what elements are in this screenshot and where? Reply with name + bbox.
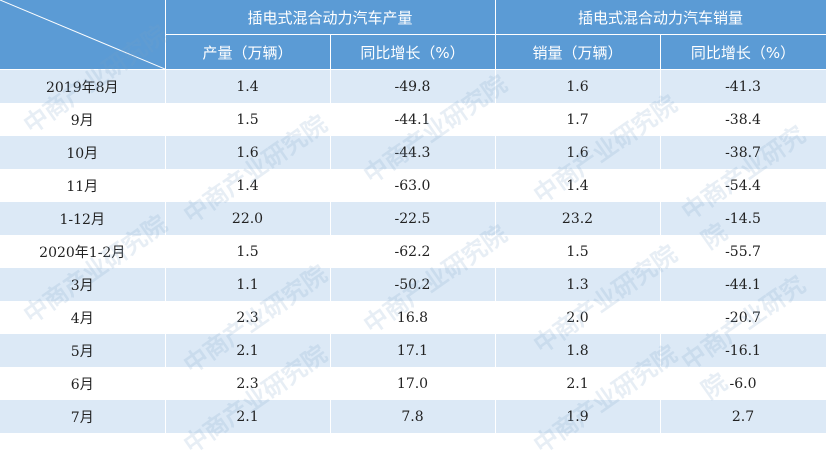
cell: -62.2 — [330, 235, 496, 268]
cell: 16.8 — [330, 301, 496, 334]
cell: 17.1 — [330, 334, 496, 367]
row-label: 7月 — [0, 400, 166, 433]
cell: 1.9 — [495, 400, 661, 433]
cell: 2.7 — [660, 400, 826, 433]
cell: 17.0 — [330, 367, 496, 400]
cell: -41.3 — [660, 69, 826, 103]
cell: 1.5 — [165, 235, 331, 268]
cell: 1.5 — [165, 103, 331, 136]
cell: 1.6 — [165, 136, 331, 169]
cell: -49.8 — [330, 69, 496, 103]
cell: -16.1 — [660, 334, 826, 367]
cell: 1.8 — [495, 334, 661, 367]
cell: 1.4 — [495, 169, 661, 202]
cell: -38.4 — [660, 103, 826, 136]
cell: -6.0 — [660, 367, 826, 400]
corner-cell — [0, 0, 166, 70]
table-row: 11月 1.4 -63.0 1.4 -54.4 — [0, 169, 826, 202]
cell: -50.2 — [330, 268, 496, 301]
diagonal — [0, 0, 164, 69]
column-header: 同比增长（%） — [330, 34, 496, 70]
table-row: 7月 2.1 7.8 1.9 2.7 — [0, 400, 826, 433]
group-header: 插电式混合动力汽车销量 — [495, 0, 826, 35]
table-row: 10月 1.6 -44.3 1.6 -38.7 — [0, 136, 826, 169]
cell: 2.1 — [165, 400, 331, 433]
table-row: 2020年1-2月 1.5 -62.2 1.5 -55.7 — [0, 235, 826, 268]
cell: 1.6 — [495, 69, 661, 103]
cell: 2.3 — [165, 367, 331, 400]
cell: -22.5 — [330, 202, 496, 235]
cell: 1.5 — [495, 235, 661, 268]
cell: -44.1 — [330, 103, 496, 136]
cell: -44.1 — [660, 268, 826, 301]
cell: 1.7 — [495, 103, 661, 136]
cell: 1.3 — [495, 268, 661, 301]
cell: -54.4 — [660, 169, 826, 202]
column-header: 产量（万辆） — [165, 34, 331, 70]
cell: 1.1 — [165, 268, 331, 301]
cell: 22.0 — [165, 202, 331, 235]
column-header: 同比增长（%） — [660, 34, 826, 70]
cell: 2.1 — [495, 367, 661, 400]
cell: -20.7 — [660, 301, 826, 334]
row-label: 2019年8月 — [0, 69, 166, 103]
row-label: 4月 — [0, 301, 166, 334]
table-row: 9月 1.5 -44.1 1.7 -38.4 — [0, 103, 826, 136]
cell: -63.0 — [330, 169, 496, 202]
cell: 1.4 — [165, 69, 331, 103]
table-row: 6月 2.3 17.0 2.1 -6.0 — [0, 367, 826, 400]
cell: 7.8 — [330, 400, 496, 433]
group-header-row: 插电式混合动力汽车产量 插电式混合动力汽车销量 — [0, 0, 826, 70]
table-row: 1-12月 22.0 -22.5 23.2 -14.5 — [0, 202, 826, 235]
row-label: 1-12月 — [0, 202, 166, 235]
group-header: 插电式混合动力汽车产量 — [165, 0, 496, 35]
cell: -55.7 — [660, 235, 826, 268]
row-label: 9月 — [0, 103, 166, 136]
table-row: 4月 2.3 16.8 2.0 -20.7 — [0, 301, 826, 334]
table-row: 5月 2.1 17.1 1.8 -16.1 — [0, 334, 826, 367]
cell: 2.3 — [165, 301, 331, 334]
column-header-row: 产量（万辆） 同比增长（%） 销量（万辆） 同比增长（%） — [0, 34, 826, 70]
cell: 2.0 — [495, 301, 661, 334]
column-header: 销量（万辆） — [495, 34, 661, 70]
table-row: 3月 1.1 -50.2 1.3 -44.1 — [0, 268, 826, 301]
row-label: 11月 — [0, 169, 166, 202]
table-row: 2019年8月 1.4 -49.8 1.6 -41.3 — [0, 69, 826, 103]
row-label: 6月 — [0, 367, 166, 400]
cell: -44.3 — [330, 136, 496, 169]
row-label: 2020年1-2月 — [0, 235, 166, 268]
row-label: 10月 — [0, 136, 166, 169]
cell: 2.1 — [165, 334, 331, 367]
row-label: 5月 — [0, 334, 166, 367]
table-body: 2019年8月 1.4 -49.8 1.6 -41.3 9月 1.5 -44.1 1.7 -38.… — [0, 69, 826, 433]
row-label: 3月 — [0, 268, 166, 301]
cell: -38.7 — [660, 136, 826, 169]
cell: -14.5 — [660, 202, 826, 235]
data-table: 插电式混合动力汽车产量 插电式混合动力汽车销量 产量（万辆） 同比增长（%） 销… — [0, 0, 826, 433]
cell: 1.6 — [495, 136, 661, 169]
cell: 23.2 — [495, 202, 661, 235]
cell: 1.4 — [165, 169, 331, 202]
